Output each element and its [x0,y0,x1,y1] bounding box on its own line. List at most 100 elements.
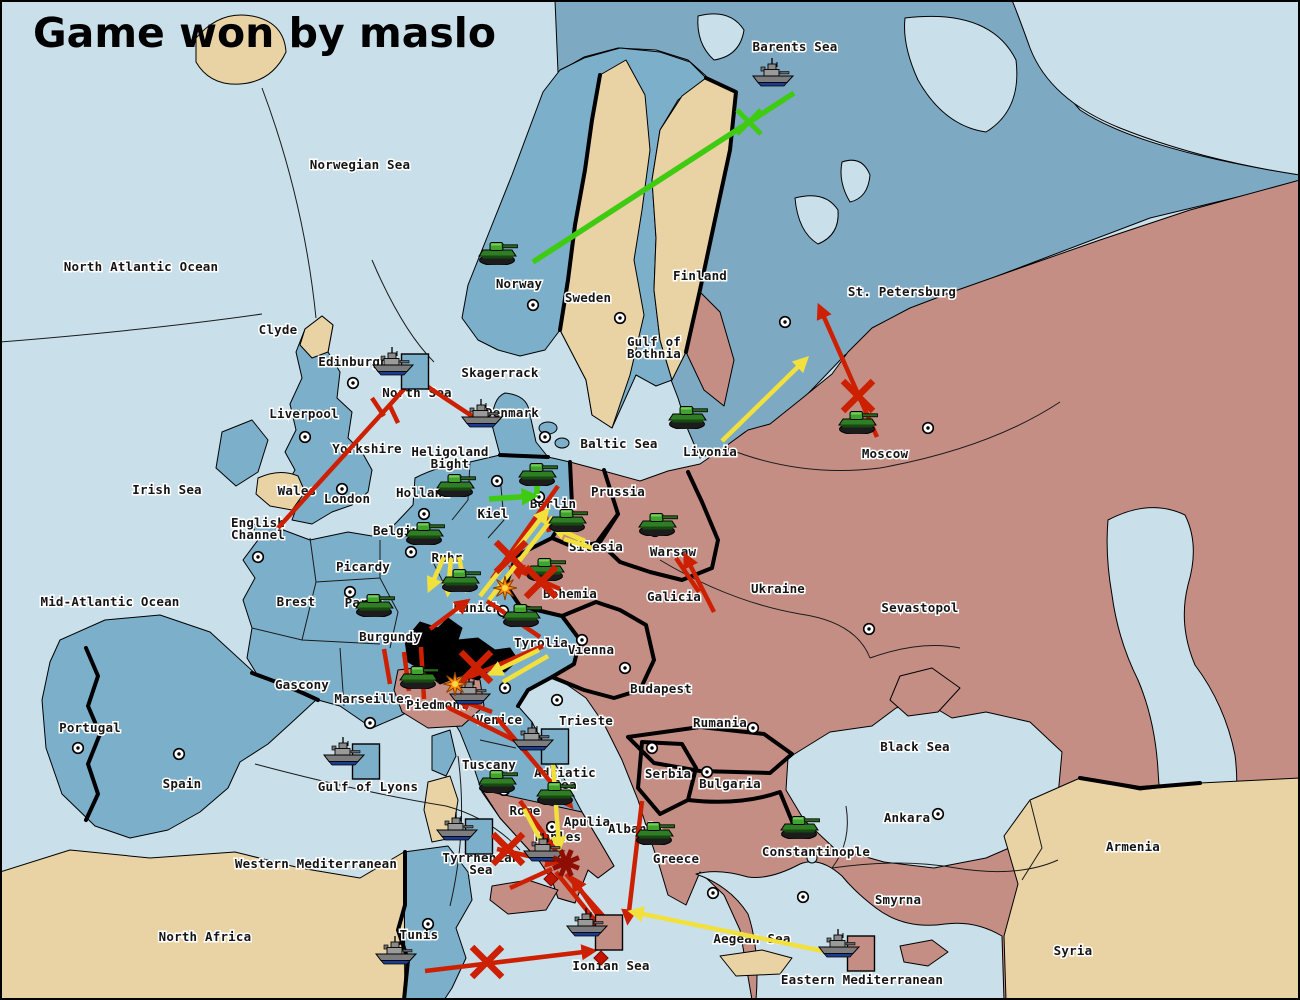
fleet-eastern-mediterranean[interactable] [819,929,876,972]
supply-center-liverpool [298,430,312,444]
border-tuscany-rome [479,739,517,749]
region-crimea [889,667,961,717]
dislodged-diamond-icon [593,950,609,966]
region-ireland [215,419,269,487]
region-wales [255,472,306,511]
fleet-north-sea[interactable] [373,347,430,390]
border-caucasus [1078,776,1202,790]
supply-center-edinburgh [346,376,360,390]
label-irish-sea: Irish Sea [132,482,202,497]
region-corsica [431,729,457,777]
label-baltic-sea: Baltic Sea [580,436,657,451]
label-vienna: Vienna [568,642,614,657]
label-eastern-mediterranean: Eastern Mediterranean [781,972,943,987]
border-portugal-spain [84,646,102,822]
black-sea [785,699,1063,869]
labels-layer: Barents Sea Norwegian Sea North Atlantic O… [39,38,1161,989]
border-denmark-kiel [498,453,550,459]
label-marseilles: Marseilles [334,691,411,706]
border-pyrenees [250,671,320,702]
cut-x-red-0 [840,378,876,414]
supply-center-london [335,482,349,496]
page-title: Game won by maslo [33,9,496,57]
label-tuscany: Tuscany [462,757,516,772]
label-heligoland-bight: Heligoland Bight [411,444,488,471]
label-livonia: Livonia [683,444,737,459]
region-armenia-syria [1003,777,1300,1000]
region-north-africa [0,849,406,1000]
lake-onega [840,159,871,203]
fleet-tyrrhenian-sea[interactable] [437,812,494,855]
supply-center-serbia [645,741,659,755]
label-trieste: Trieste [559,713,613,728]
supply-center-st-petersburg [778,315,792,329]
label-armenia: Armenia [1106,839,1160,854]
supply-center-moscow [921,421,935,435]
supply-center-norway [526,298,540,312]
border-ankara-smyrna [831,859,1059,873]
label-greece: Greece [653,851,700,866]
lake-ladoga [794,195,839,245]
border-tunis-north-africa [396,850,410,1000]
label-sweden: Sweden [565,290,611,305]
explosion-icon [442,671,468,697]
label-burgundy: Burgundy [359,629,421,644]
label-constantinople: Constantinople [762,844,870,859]
label-gascony: Gascony [275,677,329,692]
region-britain [281,315,373,525]
supply-center-smyrna [796,890,810,904]
sea-of-marmara [806,852,818,864]
fleet-adriatic-sea[interactable] [513,722,570,765]
supply-center-tunis [421,917,435,931]
order-arrow-red-23 [621,800,645,926]
order-arrow-green-41 [488,487,540,506]
fleet-ionian-sea[interactable] [567,908,624,951]
supply-center-marseilles [363,716,377,730]
label-norwegian-sea: Norwegian Sea [310,157,410,172]
label-gulf-of-bothnia: Gulf of Bothnia [627,334,681,361]
border-finland-russia [684,76,738,354]
label-apulia: Apulia [564,814,610,829]
order-arrow-yellow-39 [627,906,853,960]
label-budapest: Budapest [630,681,692,696]
order-arrow-red-3 [386,403,401,424]
border-moscow-north [725,401,1061,471]
label-spain: Spain [163,776,202,791]
label-kiel: Kiel [478,506,509,521]
order-arrow-red-5 [683,551,717,614]
label-serbia: Serbia [645,766,691,781]
orders-layer [276,90,880,974]
label-gulf-of-lyons: Gulf of Lyons [318,779,418,794]
border-gascony-north [251,627,381,645]
border-bulgaria-turkey [686,790,800,838]
region-iceland [195,14,287,85]
order-arrow-red-10 [428,598,471,631]
supply-center-belgium [404,545,418,559]
label-galicia: Galicia [647,589,701,604]
supply-center-sweden [613,311,627,325]
supply-center-sevastopol [862,622,876,636]
cut-x-red-3 [458,649,494,685]
label-north-atlantic-ocean: North Atlantic Ocean [64,259,219,274]
supply-center-naples [545,820,559,834]
label-syria: Syria [1054,943,1093,958]
order-arrow-yellow-32 [426,556,447,594]
marks-layer [442,108,876,980]
region-scotland-north [299,315,334,359]
units-layer [324,58,878,972]
arctic-island [697,13,745,61]
border-italy-austria [516,675,554,708]
border-kiel-berlin [487,475,505,539]
cut-x-red-2 [523,564,559,600]
order-arrow-red-0 [276,385,408,530]
border-austria-south [550,600,656,700]
cut-x-green-6 [735,108,763,136]
fleet-gulf-of-lyons[interactable] [324,737,381,780]
border-rumania [626,725,794,775]
danish-isle-2 [554,437,570,449]
label-holland: Holland [396,485,450,500]
supply-center-venice [498,681,512,695]
